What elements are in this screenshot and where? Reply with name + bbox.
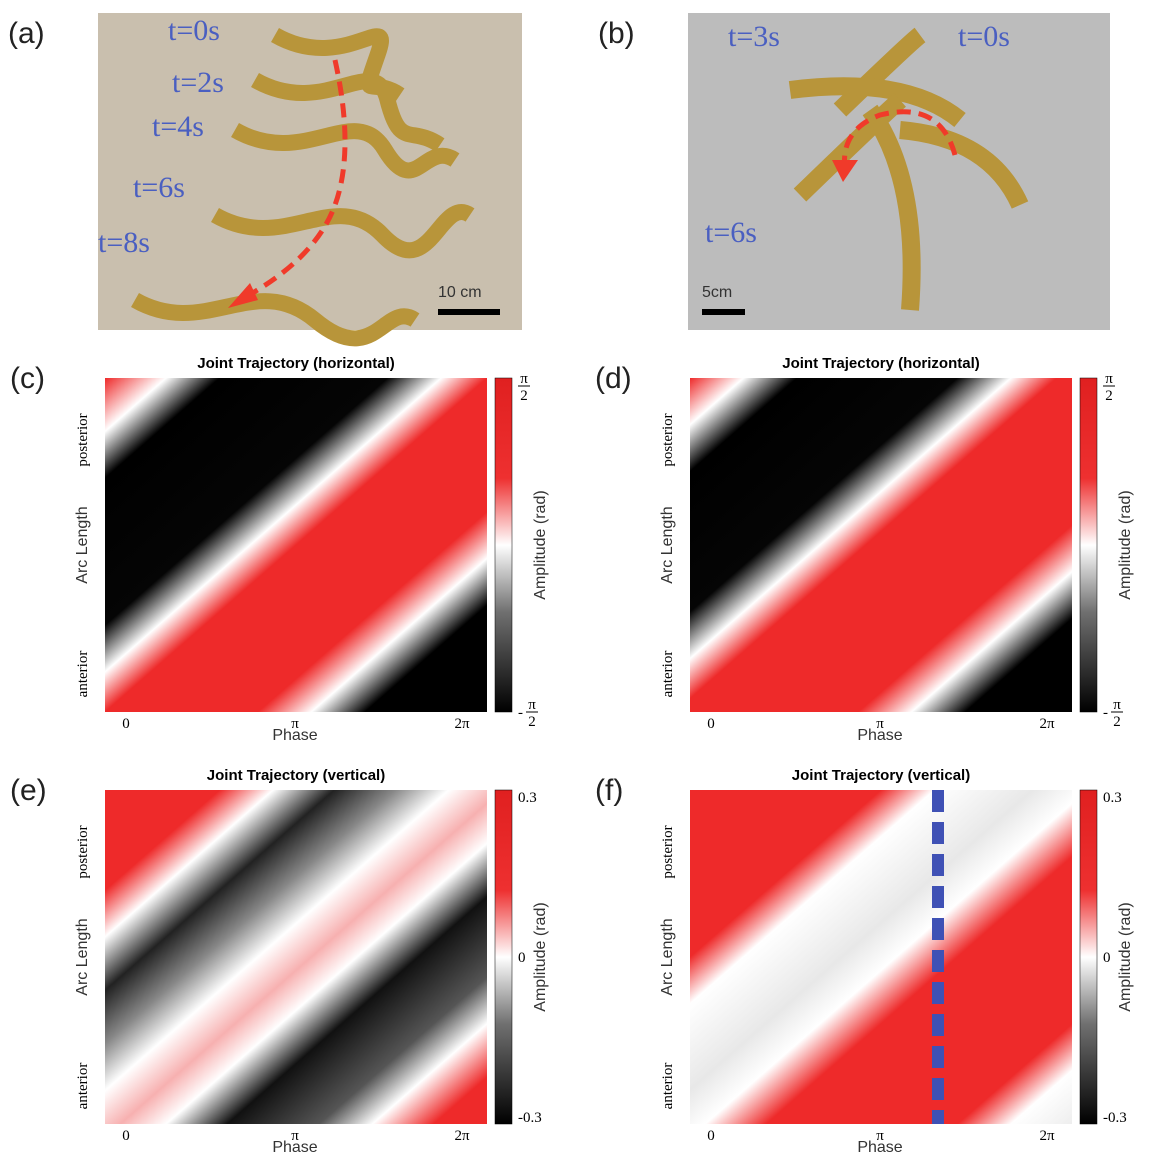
colorbar-tick-sign: -	[518, 705, 523, 721]
colorbar-label: Amplitude (rad)	[532, 902, 549, 1011]
y-label: Arc Length	[74, 918, 91, 995]
x-label: Phase	[272, 1139, 317, 1156]
colorbar-label: Amplitude (rad)	[1117, 902, 1134, 1011]
colorbar-tick-sign: -	[1103, 705, 1108, 721]
y-label: anterior	[660, 1063, 676, 1110]
heatmap-title: Joint Trajectory (vertical)	[207, 767, 385, 784]
scale-label: 10 cm	[438, 284, 482, 301]
y-label: posterior	[75, 825, 91, 878]
time-label: t=6s	[133, 171, 185, 204]
panel-label: (b)	[598, 17, 635, 50]
x-tick-label: 2π	[1039, 716, 1055, 732]
x-tick-label: 0	[707, 1128, 715, 1144]
time-label: t=4s	[152, 110, 204, 143]
x-tick-label: π	[876, 1128, 884, 1144]
robot	[251, 72, 445, 152]
trajectory-arrow	[238, 59, 348, 303]
y-label: posterior	[660, 825, 676, 878]
colorbar-tick-label: 0	[1103, 950, 1111, 966]
panel-label: (a)	[8, 17, 45, 50]
scale-bar	[702, 309, 745, 315]
x-tick-label: π	[291, 1128, 299, 1144]
colorbar-tick-num: π	[1113, 697, 1121, 713]
colorbar-tick-label: -0.3	[1103, 1110, 1127, 1126]
colorbar-tick-label: -0.3	[518, 1110, 542, 1126]
x-tick-label: 2π	[454, 1128, 470, 1144]
colorbar-tick-label: 0	[518, 950, 526, 966]
colorbar-tick-den: 2	[1105, 388, 1113, 404]
robot	[899, 121, 1029, 209]
colorbar	[494, 789, 513, 1125]
y-label: Arc Length	[74, 506, 91, 583]
panel-label: (c)	[10, 362, 45, 395]
time-label: t=2s	[172, 66, 224, 99]
colorbar-tick-num: π	[1105, 371, 1113, 387]
heatmap-title: Joint Trajectory (horizontal)	[197, 355, 395, 372]
y-label: posterior	[75, 413, 91, 466]
heatmap	[105, 378, 487, 712]
x-tick-label: 2π	[454, 716, 470, 732]
arrow-head	[832, 160, 858, 182]
colorbar	[1079, 789, 1098, 1125]
colorbar-tick-den: 2	[1113, 714, 1121, 730]
robot	[833, 27, 926, 117]
robot	[231, 122, 460, 179]
trajectory-arrow	[841, 109, 958, 171]
panel-label: (f)	[595, 774, 623, 807]
y-label: anterior	[75, 651, 91, 698]
colorbar-tick-num: π	[528, 697, 536, 713]
y-label: posterior	[660, 413, 676, 466]
colorbar-label: Amplitude (rad)	[1117, 490, 1134, 599]
robot	[788, 77, 966, 128]
y-label: Arc Length	[659, 918, 676, 995]
colorbar-tick-label: 0.3	[518, 790, 537, 806]
colorbar-tick-num: π	[520, 371, 528, 387]
x-label: Phase	[272, 727, 317, 744]
heatmap-title: Joint Trajectory (horizontal)	[782, 355, 980, 372]
robot	[793, 93, 906, 202]
colorbar	[1079, 377, 1098, 713]
time-label: t=6s	[705, 216, 757, 249]
x-tick-label: 0	[122, 716, 130, 732]
colorbar-tick-den: 2	[528, 714, 536, 730]
y-label: anterior	[660, 651, 676, 698]
robot	[211, 204, 475, 259]
x-tick-label: π	[876, 716, 884, 732]
colorbar-label: Amplitude (rad)	[532, 490, 549, 599]
photo	[98, 13, 522, 330]
time-label: t=8s	[98, 226, 150, 259]
time-label: t=0s	[958, 20, 1010, 53]
x-tick-label: 0	[707, 716, 715, 732]
colorbar-tick-den: 2	[520, 388, 528, 404]
x-label: Phase	[857, 727, 902, 744]
heatmap	[105, 790, 487, 1124]
time-label: t=0s	[168, 14, 220, 47]
heatmap	[690, 790, 1072, 1124]
x-tick-label: 2π	[1039, 1128, 1055, 1144]
heatmap	[690, 378, 1072, 712]
colorbar	[494, 377, 513, 713]
time-label: t=3s	[728, 20, 780, 53]
heatmap-title: Joint Trajectory (vertical)	[792, 767, 970, 784]
panel-label: (d)	[595, 362, 632, 395]
x-label: Phase	[857, 1139, 902, 1156]
scale-label: 5cm	[702, 284, 732, 301]
robot	[131, 292, 420, 347]
scale-bar	[438, 309, 500, 315]
x-tick-label: 0	[122, 1128, 130, 1144]
arrow-head	[228, 283, 258, 308]
x-tick-label: π	[291, 716, 299, 732]
y-label: Arc Length	[659, 506, 676, 583]
y-label: anterior	[75, 1063, 91, 1110]
panel-label: (e)	[10, 774, 47, 807]
colorbar-tick-label: 0.3	[1103, 790, 1122, 806]
robot	[862, 104, 921, 311]
